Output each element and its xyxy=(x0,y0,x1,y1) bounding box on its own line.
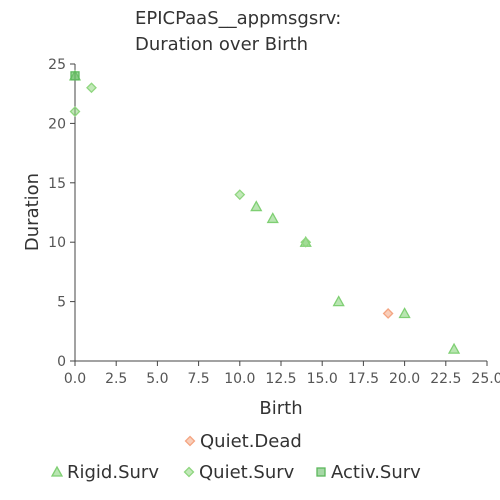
y-tick-label: 20 xyxy=(48,116,66,132)
data-point-quiet-surv xyxy=(86,82,97,94)
legend-marker-activ-surv xyxy=(316,467,326,477)
data-point-rigid-surv xyxy=(447,342,461,354)
y-tick-label: 5 xyxy=(57,295,66,311)
legend: Quiet.Dead Rigid.Surv Quiet.Surv Activ.Surv xyxy=(50,431,421,483)
y-axis-title: Duration xyxy=(22,173,43,251)
y-tick-label: 25 xyxy=(48,57,66,73)
y-tick-label: 15 xyxy=(48,176,66,192)
data-point-quiet-dead xyxy=(382,308,394,319)
data-point-quiet-surv xyxy=(300,236,312,248)
data-point-quiet-surv xyxy=(69,106,81,117)
data-point-activ-surv xyxy=(70,71,80,81)
x-tick-label: 22.5 xyxy=(430,371,461,387)
legend-label-quiet-surv: Quiet.Surv xyxy=(199,462,295,483)
x-axis-title: Birth xyxy=(259,398,302,419)
x-tick-label: 17.5 xyxy=(348,371,379,387)
data-point-quiet-surv xyxy=(234,189,246,201)
x-tick-label: 2.5 xyxy=(105,371,127,387)
x-tick-label: 25.0 xyxy=(471,371,500,387)
x-tick-label: 15.0 xyxy=(307,371,338,387)
y-tick-label: 0 xyxy=(57,354,66,370)
data-point-rigid-surv xyxy=(266,212,279,224)
chart-title-line-2: Duration over Birth xyxy=(135,34,308,55)
data-points xyxy=(68,69,461,354)
axes: 0.0 2.5 5.0 7.5 10.0 12.5 15.0 17.5 20.0 22.5 25.0… xyxy=(48,57,500,387)
legend-label-rigid-surv: Rigid.Surv xyxy=(67,462,159,483)
legend-marker-rigid-surv xyxy=(50,465,64,477)
x-tick-label: 10.0 xyxy=(224,371,255,387)
x-tick-label: 0.0 xyxy=(64,371,86,387)
x-tick-label: 12.5 xyxy=(265,371,296,387)
legend-label-quiet-dead: Quiet.Dead xyxy=(200,431,302,452)
data-point-rigid-surv xyxy=(250,200,263,212)
chart-title-line-1: EPICPaaS__appmsgsrv: xyxy=(135,8,341,29)
legend-label-activ-surv: Activ.Surv xyxy=(331,462,421,483)
legend-marker-quiet-dead xyxy=(184,435,196,447)
y-tick-label: 10 xyxy=(48,235,66,251)
x-tick-label: 5.0 xyxy=(146,371,168,387)
x-tick-label: 7.5 xyxy=(187,371,209,387)
data-point-rigid-surv xyxy=(332,295,345,307)
data-point-rigid-surv xyxy=(398,307,411,319)
x-tick-label: 20.0 xyxy=(389,371,420,387)
legend-marker-quiet-surv xyxy=(183,466,195,478)
